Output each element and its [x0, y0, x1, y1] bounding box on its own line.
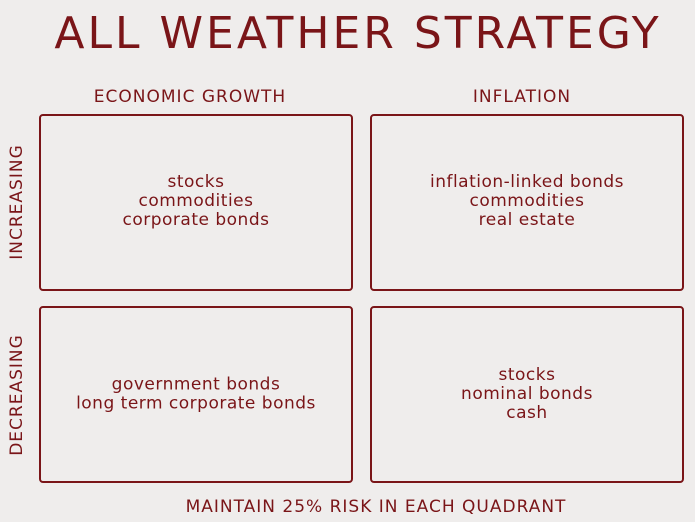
quadrant-item: long term corporate bonds: [76, 394, 316, 414]
quadrant-item: inflation-linked bonds: [430, 172, 624, 192]
quadrant-box: [39, 114, 353, 291]
footer: MAINTAIN 25% RISK IN EACH QUADRANT: [186, 497, 567, 517]
quadrant-item: nominal bonds: [461, 384, 593, 404]
title: ALL WEATHER STRATEGY: [54, 8, 661, 59]
column-header: INFLATION: [473, 87, 571, 107]
column-header: ECONOMIC GROWTH: [94, 87, 286, 107]
row-header: DECREASING: [7, 334, 27, 456]
quadrant-item: real estate: [479, 210, 576, 230]
row-header: INCREASING: [7, 144, 27, 259]
quadrant-box: [370, 114, 684, 291]
quadrant-item: corporate bonds: [123, 210, 270, 230]
quadrant-item: commodities: [470, 191, 585, 211]
quadrant-box: [370, 306, 684, 483]
quadrant-item: stocks: [168, 172, 225, 192]
quadrant-item: government bonds: [112, 375, 281, 395]
quadrant-item: stocks: [499, 365, 556, 385]
quadrant-item: cash: [506, 403, 547, 423]
quadrant-item: commodities: [139, 191, 254, 211]
quadrant-box: [39, 306, 353, 483]
